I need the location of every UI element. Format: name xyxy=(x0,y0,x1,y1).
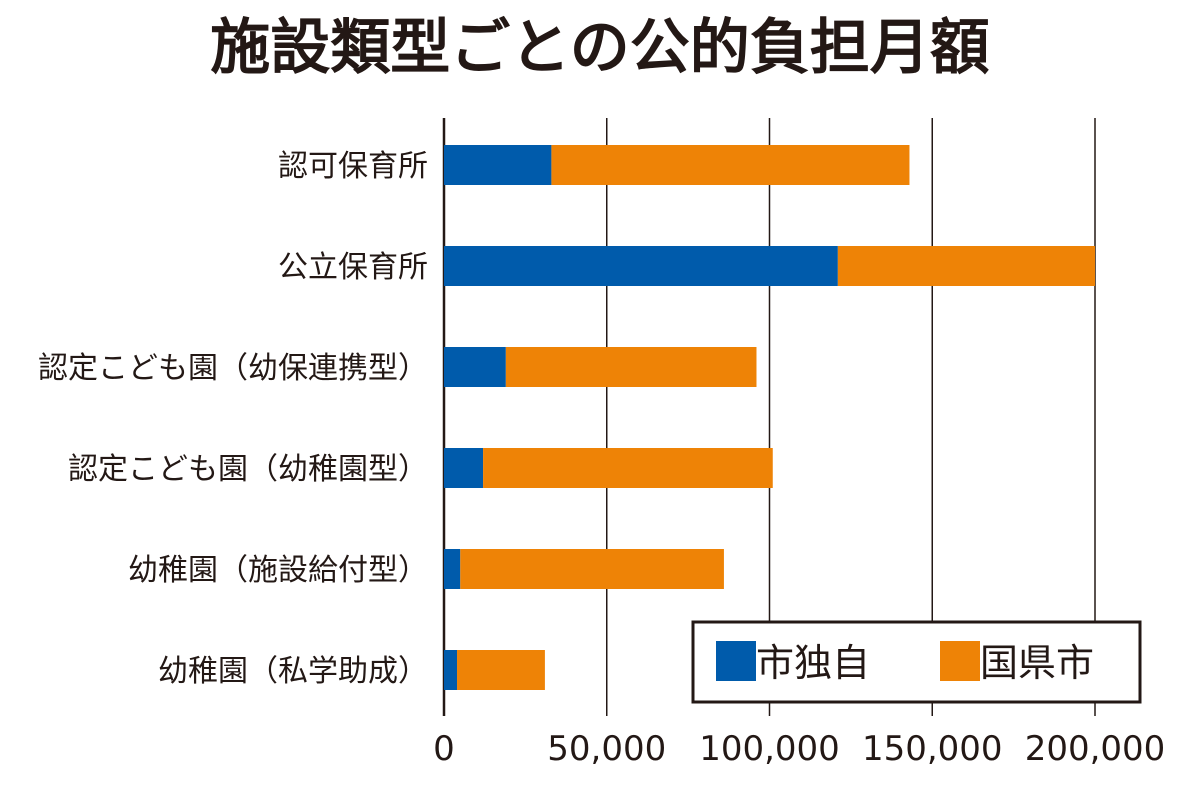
bar-city-4 xyxy=(444,549,461,589)
legend-box xyxy=(691,620,1142,704)
bar-national-5 xyxy=(457,650,545,690)
legend: 市独自 国県市 xyxy=(691,620,1142,704)
legend-swatch-0 xyxy=(716,641,756,681)
bar-national-0 xyxy=(551,145,910,185)
bar-national-1 xyxy=(837,246,1095,286)
x-tick-labels: 0 50,000 100,000 150,000 200,000 xyxy=(433,729,1165,769)
legend-label-1: 国県市 xyxy=(980,641,1094,685)
x-tick-label-0: 0 xyxy=(433,729,455,769)
bar-national-3 xyxy=(483,448,773,488)
bar-national-4 xyxy=(460,549,724,589)
category-label-0: 認可保育所 xyxy=(278,149,428,184)
bars xyxy=(444,145,1095,690)
x-tick-label-150000: 150,000 xyxy=(862,729,1003,769)
legend-swatch-1 xyxy=(940,641,980,681)
x-tick-label-50000: 50,000 xyxy=(547,729,666,769)
category-label-3: 認定こども園（幼稚園型） xyxy=(68,452,428,487)
bar-city-2 xyxy=(444,347,506,387)
chart-title: 施設類型ごとの公的負担月額 xyxy=(210,13,989,83)
grid-lines xyxy=(442,118,1096,716)
x-tick-label-200000: 200,000 xyxy=(1025,729,1166,769)
bar-city-1 xyxy=(444,246,838,286)
bar-city-3 xyxy=(444,448,484,488)
x-tick-label-100000: 100,000 xyxy=(699,729,840,769)
bar-city-5 xyxy=(444,650,458,690)
bar-city-0 xyxy=(444,145,552,185)
legend-label-0: 市独自 xyxy=(756,641,870,685)
bar-national-2 xyxy=(505,347,757,387)
category-label-4: 幼稚園（施設給付型） xyxy=(128,553,428,588)
category-label-5: 幼稚園（私学助成） xyxy=(158,654,428,689)
category-label-2: 認定こども園（幼保連携型） xyxy=(38,351,428,386)
category-label-1: 公立保育所 xyxy=(278,250,428,285)
